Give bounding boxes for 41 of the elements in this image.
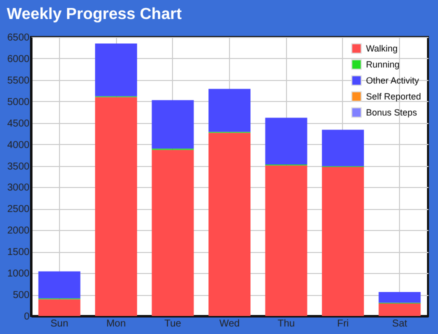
bar	[378, 292, 421, 303]
x-tick-label: Wed	[219, 318, 240, 330]
y-tick-label: 6000	[7, 54, 30, 65]
x-tick-label: Fri	[337, 318, 349, 330]
y-tick-label: 5000	[7, 96, 30, 108]
y-tick-label: 6500	[7, 32, 30, 44]
legend-label: Self Reported	[366, 92, 422, 102]
y-tick-label: 1000	[7, 268, 30, 280]
bar	[152, 100, 194, 149]
bar	[378, 304, 421, 316]
bar	[265, 118, 308, 164]
bar	[38, 271, 80, 298]
y-tick-label: 4500	[7, 118, 30, 130]
chart-title: Weekly Progress Chart	[6, 6, 182, 23]
bar	[265, 165, 308, 316]
x-tick-label: Mon	[106, 318, 126, 330]
y-tick-label: 3500	[7, 161, 30, 172]
x-tick-label: Thu	[278, 318, 295, 330]
legend-label: Other Activity	[366, 76, 420, 86]
y-tick-label: 2500	[7, 204, 30, 216]
bar	[38, 299, 80, 316]
bar	[208, 132, 250, 316]
bar	[152, 150, 194, 316]
x-tick-label: Tue	[164, 318, 182, 330]
x-tick-label: Sat	[392, 318, 408, 330]
legend-label: Bonus Steps	[366, 108, 418, 118]
y-tick-label: 5500	[7, 75, 30, 86]
bar	[322, 167, 364, 316]
bar	[322, 130, 364, 166]
y-tick-label: 3000	[7, 182, 30, 194]
x-tick-label: Sun	[50, 318, 68, 330]
bar	[208, 88, 250, 132]
legend-label: Walking	[366, 44, 398, 54]
y-tick-label: 4000	[7, 140, 30, 151]
bar	[95, 43, 138, 96]
y-tick-label: 1500	[7, 247, 30, 258]
legend-label: Running	[366, 60, 400, 70]
y-tick-label: 2000	[7, 226, 30, 237]
bar	[95, 97, 138, 316]
y-tick-label: 0	[24, 312, 30, 322]
y-tick-label: 500	[12, 290, 30, 302]
